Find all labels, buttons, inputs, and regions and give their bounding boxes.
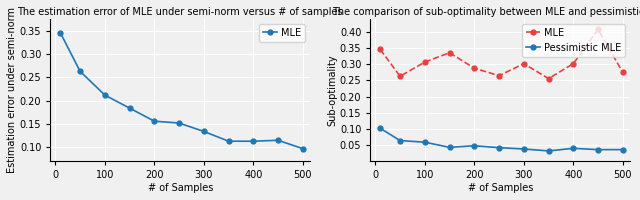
MLE bbox=[299, 147, 307, 150]
Pessimistic MLE bbox=[619, 148, 627, 151]
MLE bbox=[175, 122, 183, 124]
Y-axis label: Estimation error under semi-norm: Estimation error under semi-norm bbox=[7, 7, 17, 173]
MLE bbox=[545, 77, 552, 80]
Pessimistic MLE bbox=[376, 127, 384, 129]
Pessimistic MLE bbox=[594, 148, 602, 151]
MLE bbox=[250, 140, 257, 142]
MLE bbox=[520, 62, 527, 65]
MLE bbox=[570, 62, 577, 65]
Y-axis label: Sub-optimality: Sub-optimality bbox=[327, 54, 337, 126]
MLE bbox=[376, 48, 384, 51]
Pessimistic MLE bbox=[545, 150, 552, 152]
MLE bbox=[396, 75, 404, 77]
X-axis label: # of Samples: # of Samples bbox=[468, 183, 533, 193]
Pessimistic MLE bbox=[495, 146, 503, 149]
Title: The comparison of sub-optimality between MLE and pessimistic MLE: The comparison of sub-optimality between… bbox=[333, 7, 640, 17]
MLE bbox=[619, 71, 627, 74]
MLE bbox=[101, 94, 109, 96]
X-axis label: # of Samples: # of Samples bbox=[148, 183, 213, 193]
Title: The estimation error of MLE under semi-norm versus # of samples: The estimation error of MLE under semi-n… bbox=[17, 7, 343, 17]
Legend: MLE: MLE bbox=[259, 24, 305, 42]
MLE bbox=[470, 67, 478, 69]
Pessimistic MLE bbox=[570, 147, 577, 150]
Pessimistic MLE bbox=[445, 146, 453, 149]
Legend: MLE, Pessimistic MLE: MLE, Pessimistic MLE bbox=[522, 24, 625, 57]
MLE bbox=[594, 28, 602, 31]
Line: MLE: MLE bbox=[58, 30, 305, 151]
Pessimistic MLE bbox=[520, 148, 527, 150]
MLE bbox=[421, 61, 429, 63]
MLE bbox=[125, 107, 133, 109]
Line: Pessimistic MLE: Pessimistic MLE bbox=[378, 126, 625, 153]
MLE bbox=[445, 52, 453, 54]
MLE bbox=[225, 140, 232, 142]
Pessimistic MLE bbox=[396, 139, 404, 142]
Line: MLE: MLE bbox=[378, 27, 625, 81]
MLE bbox=[56, 31, 64, 34]
MLE bbox=[495, 74, 503, 77]
MLE bbox=[150, 120, 158, 122]
Pessimistic MLE bbox=[421, 141, 429, 143]
Pessimistic MLE bbox=[470, 145, 478, 147]
MLE bbox=[200, 130, 207, 133]
MLE bbox=[274, 139, 282, 141]
MLE bbox=[76, 70, 84, 73]
